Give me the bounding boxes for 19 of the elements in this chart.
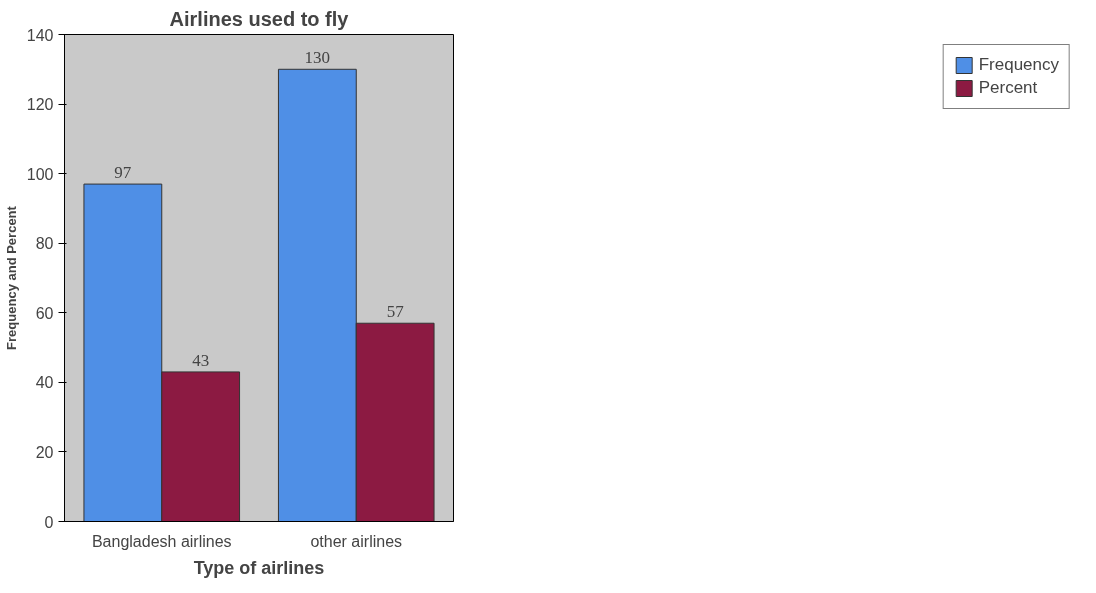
x-axis-title: Type of airlines [193, 557, 325, 578]
y-tick-label: 40 [35, 374, 54, 392]
legend-label: Percent [978, 78, 1038, 98]
data-label: 57 [386, 302, 405, 322]
x-tick-label: Bangladesh airlines [91, 532, 232, 550]
y-tick-label: 20 [35, 443, 54, 461]
data-label: 130 [304, 48, 331, 68]
y-tick-label: 60 [35, 304, 54, 322]
legend-label: Frequency [978, 55, 1059, 75]
y-tick-label: 120 [26, 96, 54, 114]
y-tick-label: 0 [44, 513, 54, 531]
y-tick-label: 140 [26, 26, 54, 44]
y-tick-label: 80 [35, 235, 54, 253]
data-label: 43 [192, 350, 210, 370]
y-tick-label: 100 [26, 165, 54, 183]
data-label: 97 [114, 163, 132, 183]
y-axis-title: Frequency and Percent [3, 205, 19, 350]
x-tick-label: other airlines [310, 532, 403, 550]
chart-title: Airlines used to fly [169, 7, 350, 30]
